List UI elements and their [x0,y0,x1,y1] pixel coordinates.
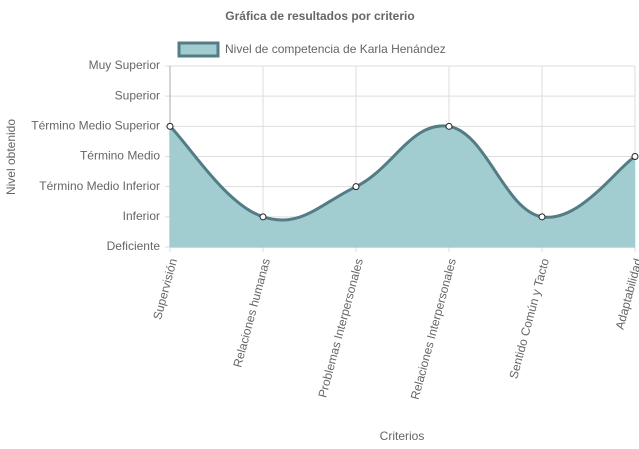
area-fill [170,125,635,247]
y-tick-label: Término Medio Superior [31,119,160,133]
x-tick-label: Relaciones humanas [230,257,273,369]
y-tick-label: Término Medio [80,149,160,163]
y-tick-label: Muy Superior [89,58,160,72]
y-tick-label: Superior [115,88,160,102]
x-tick-label: Problemas Interpersonales [315,257,366,399]
y-tick-label: Inferior [123,209,160,223]
point [259,213,267,221]
point [631,153,639,160]
chart-title: Gráfica de resultados por criterio [225,9,414,23]
y-tick-label: Término Medio Inferior [39,179,160,193]
y-axis-title: Nivel obtenido [4,119,18,195]
x-tick-label: Relaciones Interpersonales [408,257,459,401]
legend-label: Nivel de competencia de Karla Henández [225,42,446,56]
line [168,124,636,222]
legend-swatch [177,41,220,58]
point [445,122,453,130]
point [538,213,546,221]
point [352,183,360,191]
x-tick-label: Sentido Común y Tacto [506,257,552,381]
y-tick-label: Deficiente [107,239,161,253]
x-axis-title: Criterios [380,429,425,443]
x-tick-label: Adaptabilidad [613,257,639,331]
point [166,122,174,130]
x-tick-label: Supervisión [150,257,180,321]
